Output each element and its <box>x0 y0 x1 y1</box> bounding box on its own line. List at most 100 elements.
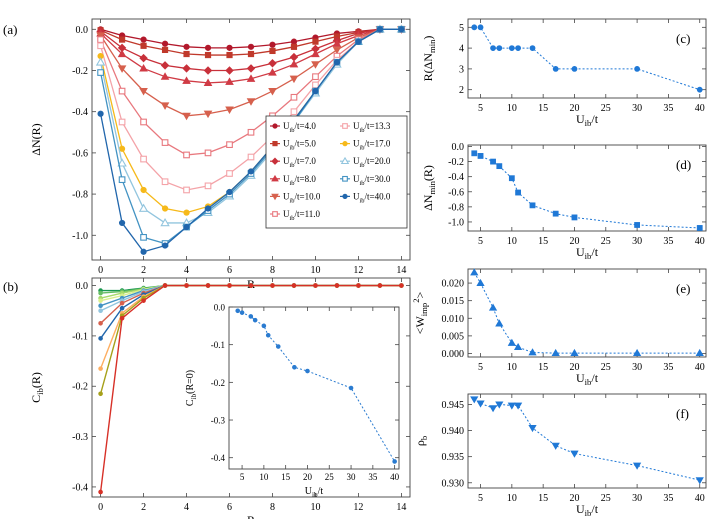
panel-b-series-10-point <box>162 283 168 288</box>
panel-b-series-8-point <box>98 366 103 371</box>
panel-d-data-point <box>634 222 641 228</box>
panel-a-series-1-point <box>247 50 255 58</box>
panel-a-series-6-point <box>226 170 233 177</box>
panel-b-series-1-point <box>98 290 103 296</box>
panel-f-xtick-label: 20 <box>569 493 579 504</box>
panel-b-series-6-point <box>98 321 103 326</box>
panel-d: 5 10 15 20 25 30 35 40 0.0 -0.2 -0.4 -0.6 -0.8 -1.0 Ui… <box>421 142 707 261</box>
panel-f-ylabel: ρb <box>413 436 429 446</box>
panel-d-data-line <box>474 152 700 229</box>
legend-swatch-marker <box>342 175 348 182</box>
panel-c-xtick-label: 30 <box>632 103 642 114</box>
panel-b-panel-label: (b) <box>3 279 18 294</box>
panel-b-ylabel: Cib(R) <box>29 372 45 403</box>
panel-b-inset-data-point <box>392 459 397 464</box>
panel-a-series-4-point <box>160 102 170 110</box>
panel-a-series-10-point <box>376 26 384 33</box>
panel-b-ytick-label: -0.1 <box>72 331 88 342</box>
panel-c-data-point <box>696 86 703 93</box>
panel-a-series-1-point <box>290 43 298 50</box>
panel-f-xtick-label: 15 <box>538 493 548 504</box>
panel-c-data-line <box>474 26 700 91</box>
panel-b-series-7-line <box>100 284 402 339</box>
panel-a-legend: Uib/t=4.0 Uib/t=5.0 Uib/t=7.0 Uib/t=8.0 Uib/… <box>265 115 408 229</box>
panel-b-ytick-label: 0.0 <box>76 281 89 292</box>
panel-a-legend-box <box>265 115 408 229</box>
panel-e-ytick-label: 0.000 <box>442 349 465 360</box>
panel-a-series-3-point <box>289 59 299 68</box>
panel-a-series-4-point <box>96 32 105 40</box>
panel-e-panel-label: (e) <box>676 281 690 296</box>
panel-f-ytick-label: 0.935 <box>442 452 465 463</box>
panel-a-series-6-point <box>183 186 190 194</box>
panel-b-inset-xtick-label: 30 <box>347 472 357 482</box>
panel-a-series-0-point <box>290 38 298 45</box>
panel-f-data-point <box>507 402 516 410</box>
panel-a-series-9-point <box>97 69 104 76</box>
panel-a-series-7-point <box>161 205 169 212</box>
panel-a-series-2-point <box>268 59 277 68</box>
legend-swatch-marker <box>272 211 278 217</box>
panel-d-data-point <box>529 202 536 209</box>
panel-a-series-10-point <box>226 188 233 196</box>
legend-entry-3: Uib/t=8.0 <box>283 174 316 187</box>
panel-a-ytick-label: -0.6 <box>72 148 88 159</box>
panel-e-xtick-label: 20 <box>569 362 579 373</box>
panel-a-series-9-point <box>118 176 126 184</box>
panel-a-series-4-point <box>203 110 213 119</box>
panel-a-series-1-point <box>183 50 190 58</box>
panel-a-series-7-point <box>118 145 126 152</box>
panel-b-series-9-line <box>99 284 402 394</box>
panel-c-frame <box>467 18 707 99</box>
panel-e-data-point <box>551 348 560 357</box>
panel-b-inset-xtick-label: 10 <box>259 472 269 482</box>
legend-entry-10: Uib/t=40.0 <box>353 191 391 204</box>
legend-entry-8: Uib/t=20.0 <box>353 156 391 169</box>
panel-f-xtick-label: 30 <box>632 493 642 504</box>
panel-b-inset-data-point <box>275 344 281 349</box>
panel-a-series-3-point <box>246 74 256 82</box>
panel-b-series-10-point <box>184 283 189 288</box>
panel-a-series-5-point <box>140 118 147 126</box>
panel-b-series-6-point <box>119 300 125 306</box>
panel-e-xtick-label: 30 <box>632 362 642 373</box>
panel-b-inset-ytick-label: -0.1 <box>211 340 225 350</box>
panel-c-xtick-label: 15 <box>538 103 548 114</box>
panel-f-data-point <box>470 396 479 404</box>
panel-b-series-10-point <box>377 283 383 288</box>
panel-a-series-5-point <box>312 73 319 81</box>
panel-e-data-point <box>476 278 485 286</box>
panel-a-series-10-point <box>398 26 405 33</box>
panel-a-series-5-point <box>118 87 126 95</box>
panel-f-ytick-label: 0.940 <box>442 426 465 437</box>
panel-a-xtick-label: 6 <box>227 265 232 276</box>
panel-f-xtick-label: 35 <box>663 493 673 504</box>
panel-b-inset-xtick-label: 5 <box>240 472 245 482</box>
panel-d-xlabel: Uib/t <box>576 245 599 261</box>
panel-c-ytick-label: 3 <box>459 64 464 75</box>
panel-f-data-point <box>632 462 642 470</box>
panel-a-series-2-point <box>182 64 191 73</box>
panel-a-series-2-point <box>225 66 234 75</box>
panel-d-ytick-label: -0.8 <box>448 202 464 213</box>
panel-b-inset-data-line <box>237 310 396 462</box>
panel-a-ylabel: ΔN(R) <box>29 123 43 155</box>
panel-e: 5 10 15 20 25 30 35 40 0.000 0.005 0.010 0.015 0.020… <box>411 268 707 387</box>
panel-d-data-point <box>696 225 703 231</box>
panel-b-inset-xtick-label: 20 <box>303 472 313 482</box>
panel-f-xtick-label: 25 <box>601 493 611 504</box>
panel-a-series-1-point <box>204 51 212 59</box>
panel-b-inset-data-point <box>292 364 297 370</box>
panel-d-frame <box>467 144 707 232</box>
panel-d-xtick-label: 5 <box>478 236 483 247</box>
panel-b-series-10-point <box>98 489 103 495</box>
panel-a-series-2-point <box>160 61 170 70</box>
legend-swatch-marker <box>271 174 279 182</box>
panel-a-series-10-point <box>118 219 126 227</box>
panel-a-series-4-point <box>246 98 256 106</box>
panel-b-inset-frame <box>228 306 400 470</box>
legend-entry-7: Uib/t=17.0 <box>353 139 391 152</box>
panel-c-data-point <box>508 45 515 52</box>
panel-d-ylabel: ΔNmin(R) <box>421 165 437 211</box>
panel-c-data-point <box>496 45 503 52</box>
